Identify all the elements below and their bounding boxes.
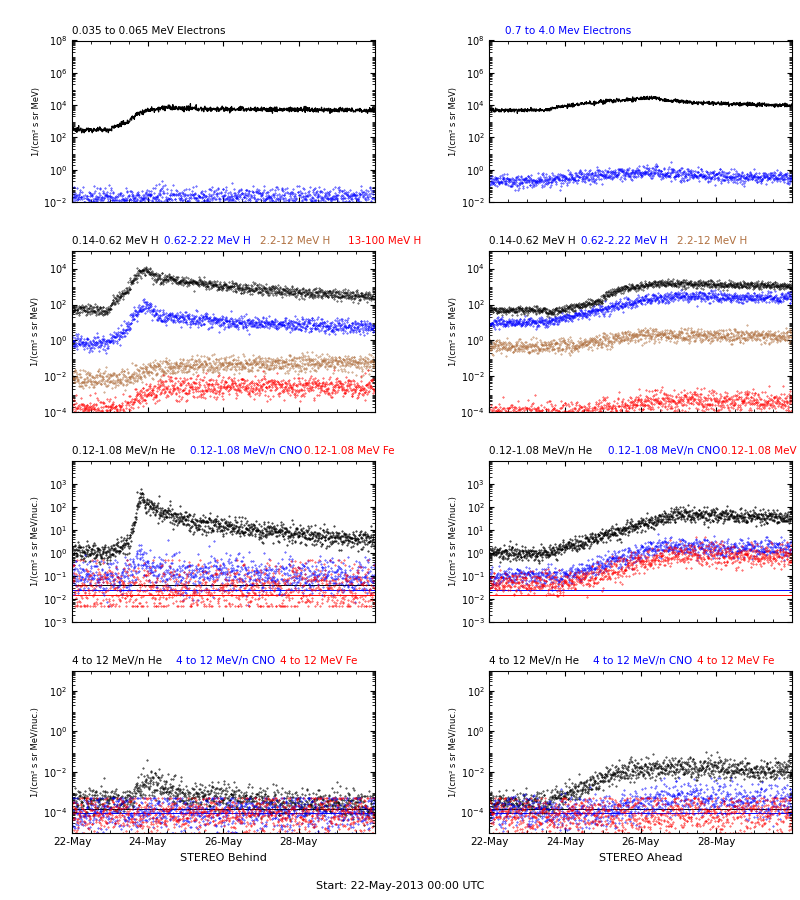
Y-axis label: 1/(cm² s sr MeV/nuc.): 1/(cm² s sr MeV/nuc.) (449, 497, 458, 587)
Text: 0.12-1.08 MeV/n He: 0.12-1.08 MeV/n He (72, 446, 175, 456)
Text: 0.12-1.08 MeV/n CNO: 0.12-1.08 MeV/n CNO (190, 446, 302, 456)
Text: 0.14-0.62 MeV H: 0.14-0.62 MeV H (490, 236, 576, 246)
X-axis label: STEREO Ahead: STEREO Ahead (599, 853, 682, 863)
Text: 0.035 to 0.065 MeV Electrons: 0.035 to 0.065 MeV Electrons (72, 26, 226, 36)
Text: 0.12-1.08 MeV/n He: 0.12-1.08 MeV/n He (490, 446, 593, 456)
Text: 0.62-2.22 MeV H: 0.62-2.22 MeV H (582, 236, 668, 246)
Y-axis label: 1/(cm² s sr MeV): 1/(cm² s sr MeV) (449, 297, 458, 366)
Text: 0.14-0.62 MeV H: 0.14-0.62 MeV H (72, 236, 158, 246)
Y-axis label: 1/(cm² s sr MeV): 1/(cm² s sr MeV) (449, 86, 458, 156)
Y-axis label: 1/(cm² s sr MeV): 1/(cm² s sr MeV) (31, 297, 40, 366)
Y-axis label: 1/(cm² s sr MeV): 1/(cm² s sr MeV) (31, 86, 41, 156)
Text: 0.12-1.08 MeV/n CNO: 0.12-1.08 MeV/n CNO (608, 446, 720, 456)
Text: 0.12-1.08 MeV Fe: 0.12-1.08 MeV Fe (304, 446, 394, 456)
Text: 2.2-12 MeV H: 2.2-12 MeV H (260, 236, 330, 246)
Text: 0.62-2.22 MeV H: 0.62-2.22 MeV H (164, 236, 250, 246)
Text: 0.7 to 4.0 Mev Electrons: 0.7 to 4.0 Mev Electrons (506, 26, 632, 36)
Text: 4 to 12 MeV Fe: 4 to 12 MeV Fe (280, 656, 358, 666)
Text: 4 to 12 MeV/n He: 4 to 12 MeV/n He (72, 656, 162, 666)
Text: 0.12-1.08 MeV Fe: 0.12-1.08 MeV Fe (722, 446, 800, 456)
Text: Start: 22-May-2013 00:00 UTC: Start: 22-May-2013 00:00 UTC (316, 881, 484, 891)
Text: 4 to 12 MeV Fe: 4 to 12 MeV Fe (698, 656, 775, 666)
Text: 13-100 MeV H: 13-100 MeV H (348, 236, 422, 246)
Text: 4 to 12 MeV/n He: 4 to 12 MeV/n He (490, 656, 579, 666)
Y-axis label: 1/(cm² s sr MeV/nuc.): 1/(cm² s sr MeV/nuc.) (449, 706, 458, 796)
Text: 4 to 12 MeV/n CNO: 4 to 12 MeV/n CNO (176, 656, 275, 666)
Text: 4 to 12 MeV/n CNO: 4 to 12 MeV/n CNO (594, 656, 693, 666)
Y-axis label: 1/(cm² s sr MeV/nuc.): 1/(cm² s sr MeV/nuc.) (31, 497, 40, 587)
X-axis label: STEREO Behind: STEREO Behind (180, 853, 266, 863)
Y-axis label: 1/(cm² s sr MeV/nuc.): 1/(cm² s sr MeV/nuc.) (31, 706, 40, 796)
Text: 2.2-12 MeV H: 2.2-12 MeV H (678, 236, 748, 246)
